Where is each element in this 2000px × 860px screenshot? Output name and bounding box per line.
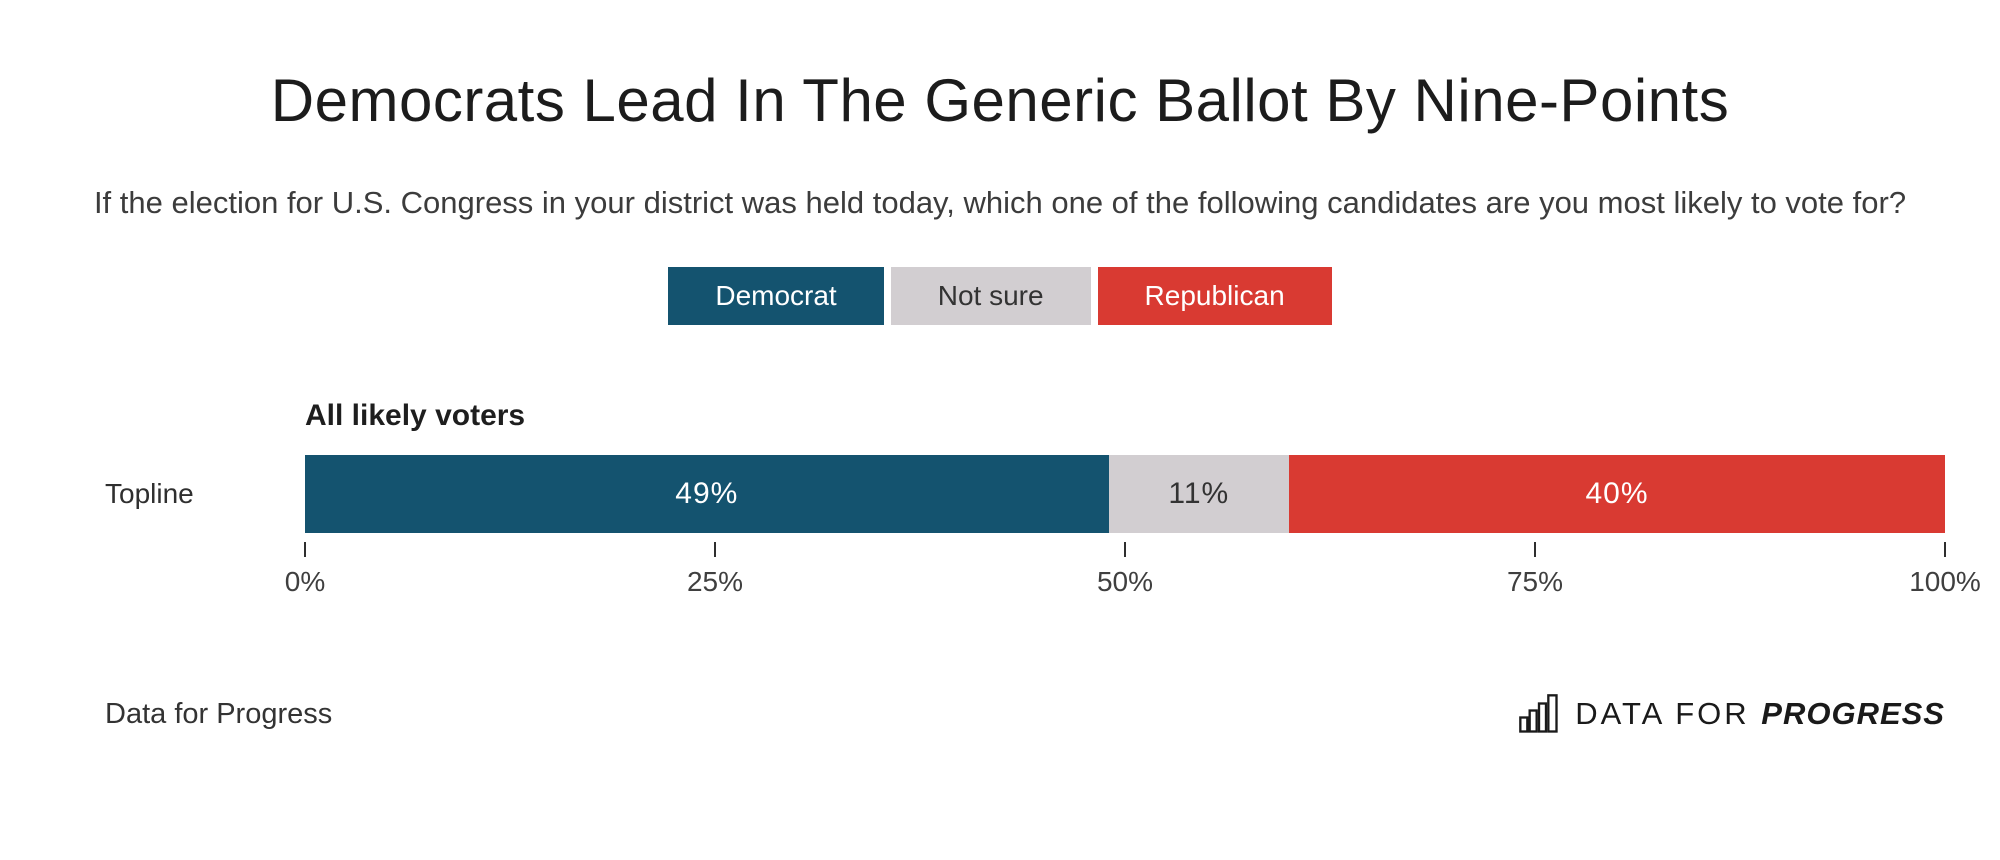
data-for-progress-logo: DATA FOR PROGRESS [1518,694,1945,734]
bar-segment-democrat: 49% [305,455,1109,533]
legend: Democrat Not sure Republican [0,267,2000,325]
legend-item-republican: Republican [1097,267,1332,325]
axis-tick-label: 75% [1506,566,1564,597]
axis-tick-mark [1534,542,1536,557]
axis-tick-label: 0% [284,566,326,597]
axis-tick-label: 25% [686,566,744,597]
group-label: All likely voters [305,399,526,432]
legend-item-democrat: Democrat [668,267,884,325]
axis-tick-mark [304,542,306,557]
axis-tick-mark [1944,542,1946,557]
bar-rows: Topline 49% 11% 40% [105,455,1945,533]
footer: Data for Progress DATA FOR PROGRESS [105,694,1945,734]
logo-text: DATA FOR PROGRESS [1575,696,1945,732]
page-title: Democrats Lead In The Generic Ballot By … [270,67,1730,134]
legend-item-not-sure: Not sure [890,267,1091,325]
logo-text-bold: PROGRESS [1761,696,1945,731]
axis-tick-mark [1124,542,1126,557]
bar-row: Topline 49% 11% 40% [105,455,1945,533]
poll-question-subtitle: If the election for U.S. Congress in you… [93,185,1907,220]
row-label: Topline [105,478,194,509]
logo-text-regular: DATA FOR [1575,696,1750,731]
bar-segment-not-sure: 11% [1108,455,1289,533]
stacked-bar-chart: All likely voters Topline 49% 11% 40% 0% 25%… [105,399,1981,604]
footer-credit: Data for Progress [105,697,333,730]
axis-tick-label: 100% [1909,566,1981,597]
bar-chart-icon [1518,694,1560,734]
bar-track: 49% 11% 40% [305,455,1945,533]
x-axis: 0% 25% 50% 75% 100% [285,542,1981,604]
axis-tick-label: 50% [1096,566,1154,597]
axis-tick-mark [714,542,716,557]
bar-segment-republican: 40% [1288,455,1945,533]
